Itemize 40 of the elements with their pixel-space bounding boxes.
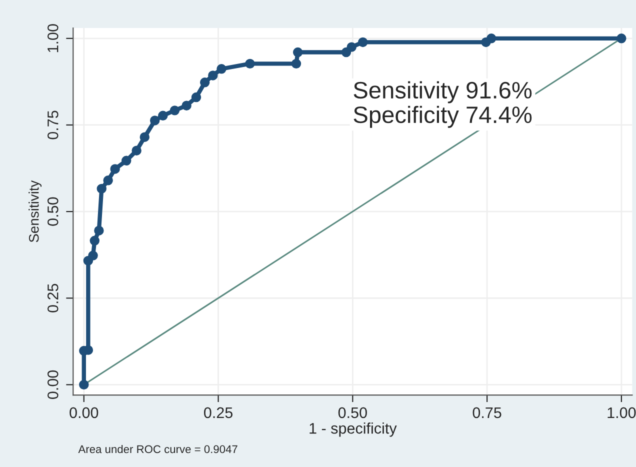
point (346, 42, 356, 52)
point (132, 146, 142, 156)
x-tick-label: 0.50 (338, 407, 367, 418)
point (103, 176, 113, 186)
point (191, 92, 202, 102)
x-axis-title: 1 - specificity (310, 422, 397, 437)
point (616, 34, 626, 44)
y-tick-label: 1.00 (47, 24, 58, 52)
point (150, 116, 160, 126)
y-axis-title: Sensitivity (28, 180, 42, 242)
y-tick-label: 0.25 (47, 284, 58, 312)
text: Area under ROC curve = 0.9047 (78, 444, 238, 454)
x-tick-label: 0.25 (204, 407, 233, 418)
y-tick-label: 0.50 (47, 197, 58, 226)
annotation: Sensitivity 91.6% (354, 81, 532, 104)
point (140, 132, 150, 142)
point (96, 184, 106, 194)
point (291, 58, 302, 69)
point (486, 34, 496, 44)
point (292, 47, 303, 58)
annotation: Specificity 74.4% (354, 106, 532, 128)
point (88, 250, 98, 260)
point (90, 236, 100, 246)
point (245, 58, 255, 69)
y-tick-label: 0.00 (47, 370, 58, 399)
x-tick-label: 0.00 (70, 407, 98, 418)
point (170, 106, 180, 116)
point (121, 156, 132, 166)
point (208, 70, 218, 80)
x-tick-label: 1.00 (608, 407, 636, 418)
x-tick-label: 0.75 (472, 407, 502, 418)
point (79, 380, 89, 390)
point (110, 164, 120, 174)
point (158, 110, 168, 120)
y-tick-label: 0.75 (47, 110, 58, 140)
point (94, 226, 104, 236)
point (216, 64, 226, 74)
point (358, 37, 368, 48)
point (182, 100, 192, 110)
point (200, 78, 210, 88)
